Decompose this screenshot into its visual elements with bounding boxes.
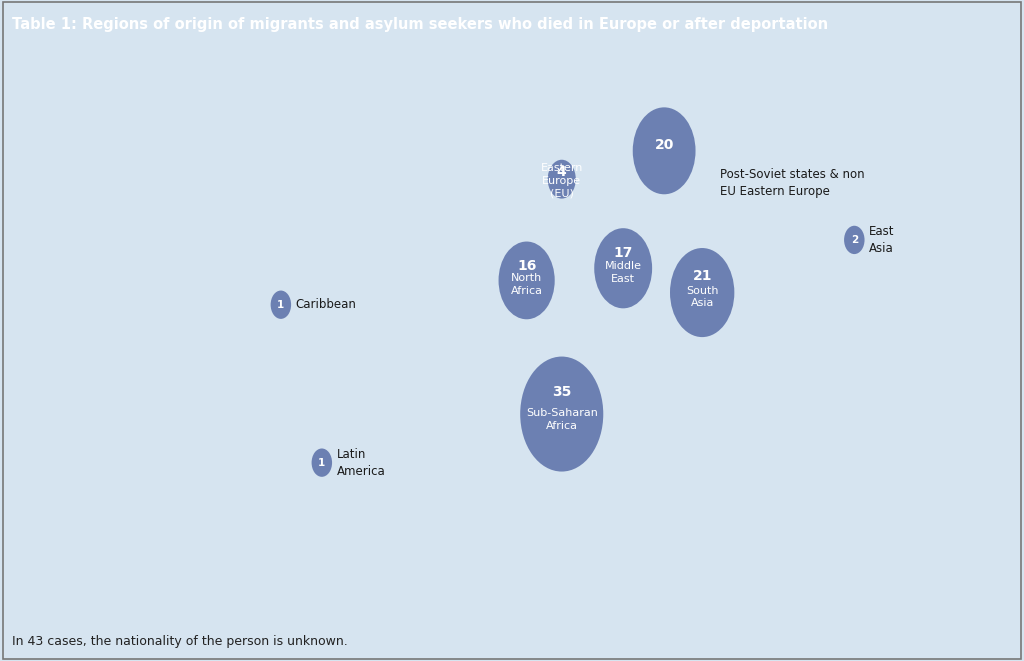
Text: 20: 20 bbox=[654, 137, 674, 152]
Text: In 43 cases, the nationality of the person is unknown.: In 43 cases, the nationality of the pers… bbox=[12, 635, 348, 648]
Text: South
Asia: South Asia bbox=[686, 286, 719, 309]
Circle shape bbox=[311, 448, 332, 477]
Text: 21: 21 bbox=[692, 268, 712, 283]
Text: Table 1: Regions of origin of migrants and asylum seekers who died in Europe or : Table 1: Regions of origin of migrants a… bbox=[12, 17, 828, 32]
Text: Post-Soviet states & non
EU Eastern Europe: Post-Soviet states & non EU Eastern Euro… bbox=[720, 168, 864, 198]
Text: 1: 1 bbox=[278, 299, 285, 310]
Text: 35: 35 bbox=[552, 385, 571, 399]
Circle shape bbox=[633, 107, 695, 194]
Text: 4: 4 bbox=[557, 165, 566, 178]
Text: 16: 16 bbox=[517, 258, 537, 272]
Circle shape bbox=[270, 291, 291, 319]
Text: Latin
America: Latin America bbox=[337, 447, 385, 478]
Text: Sub-Saharan
Africa: Sub-Saharan Africa bbox=[525, 408, 598, 431]
Text: 1: 1 bbox=[318, 457, 326, 467]
Text: 17: 17 bbox=[613, 246, 633, 260]
Circle shape bbox=[499, 241, 555, 319]
Text: Eastern
Europe
(EU): Eastern Europe (EU) bbox=[541, 163, 583, 199]
Text: 2: 2 bbox=[851, 235, 858, 245]
Circle shape bbox=[844, 226, 864, 254]
Circle shape bbox=[548, 160, 575, 198]
Text: Caribbean: Caribbean bbox=[296, 298, 356, 311]
Circle shape bbox=[520, 356, 603, 471]
Text: East
Asia: East Asia bbox=[869, 225, 894, 255]
Text: Middle
East: Middle East bbox=[605, 261, 642, 284]
Circle shape bbox=[594, 228, 652, 308]
Text: North
Africa: North Africa bbox=[511, 273, 543, 295]
Circle shape bbox=[670, 248, 734, 337]
